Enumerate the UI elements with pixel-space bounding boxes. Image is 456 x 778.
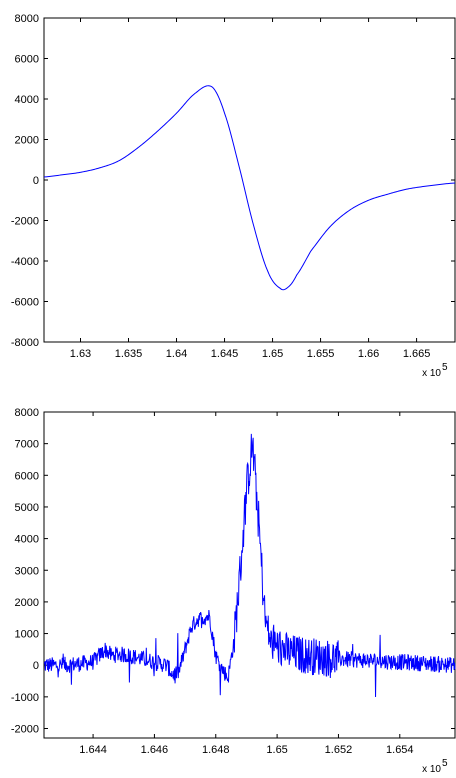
y-tick-label: 1000: [15, 629, 39, 641]
y-tick-label: 0: [33, 660, 39, 672]
x-tick-label: 1.66: [358, 348, 379, 360]
y-tick-label: 6000: [15, 54, 39, 66]
x-tick-label: 1.645: [211, 348, 239, 360]
y-tick-label: 2000: [15, 135, 39, 147]
series-line: [43, 85, 456, 291]
y-tick-label: 8000: [15, 407, 39, 419]
y-tick-label: -2000: [11, 724, 39, 736]
y-tick-label: 2000: [15, 597, 39, 609]
y-tick-label: -2000: [11, 216, 39, 228]
x-scale-exponent: 5: [442, 362, 448, 373]
y-tick-label: 3000: [15, 565, 39, 577]
y-tick-label: 0: [33, 175, 39, 187]
y-tick-label: -1000: [11, 692, 39, 704]
x-tick-label: 1.65: [266, 744, 287, 756]
plot-area: [43, 17, 456, 343]
x-tick-label: 1.65: [262, 348, 283, 360]
x-tick-label: 1.63: [70, 348, 91, 360]
x-tick-label: 1.635: [115, 348, 143, 360]
y-tick-label: 6000: [15, 470, 39, 482]
plot-area: [43, 411, 456, 739]
y-tick-label: 5000: [15, 502, 39, 514]
chart-top: -8000 -6000 -4000 -2000 0 2000 4000 6000 8000 1.6…: [11, 13, 456, 379]
chart-bottom: -2000 -1000 0 1000 2000 3000 4000 5000 6000 7000 8…: [11, 407, 456, 775]
y-tick-label: 8000: [15, 13, 39, 25]
y-tick-label: -4000: [11, 256, 39, 268]
y-tick-label: 7000: [15, 439, 39, 451]
y-tick-label: -8000: [11, 337, 39, 349]
series-line: [43, 433, 456, 698]
x-tick-label: 1.648: [202, 744, 230, 756]
y-tick-label: 4000: [15, 534, 39, 546]
y-tick-label: 4000: [15, 94, 39, 106]
x-scale-label: x 10: [422, 764, 441, 775]
x-tick-label: 1.646: [141, 744, 169, 756]
x-tick-label: 1.652: [325, 744, 353, 756]
x-scale-label: x 10: [422, 368, 441, 379]
x-tick-label: 1.654: [386, 744, 414, 756]
x-tick-label: 1.644: [79, 744, 107, 756]
y-tick-label: -6000: [11, 297, 39, 309]
x-scale-exponent: 5: [442, 758, 448, 769]
x-tick-label: 1.655: [307, 348, 335, 360]
x-tick-label: 1.665: [403, 348, 431, 360]
x-tick-label: 1.64: [166, 348, 187, 360]
